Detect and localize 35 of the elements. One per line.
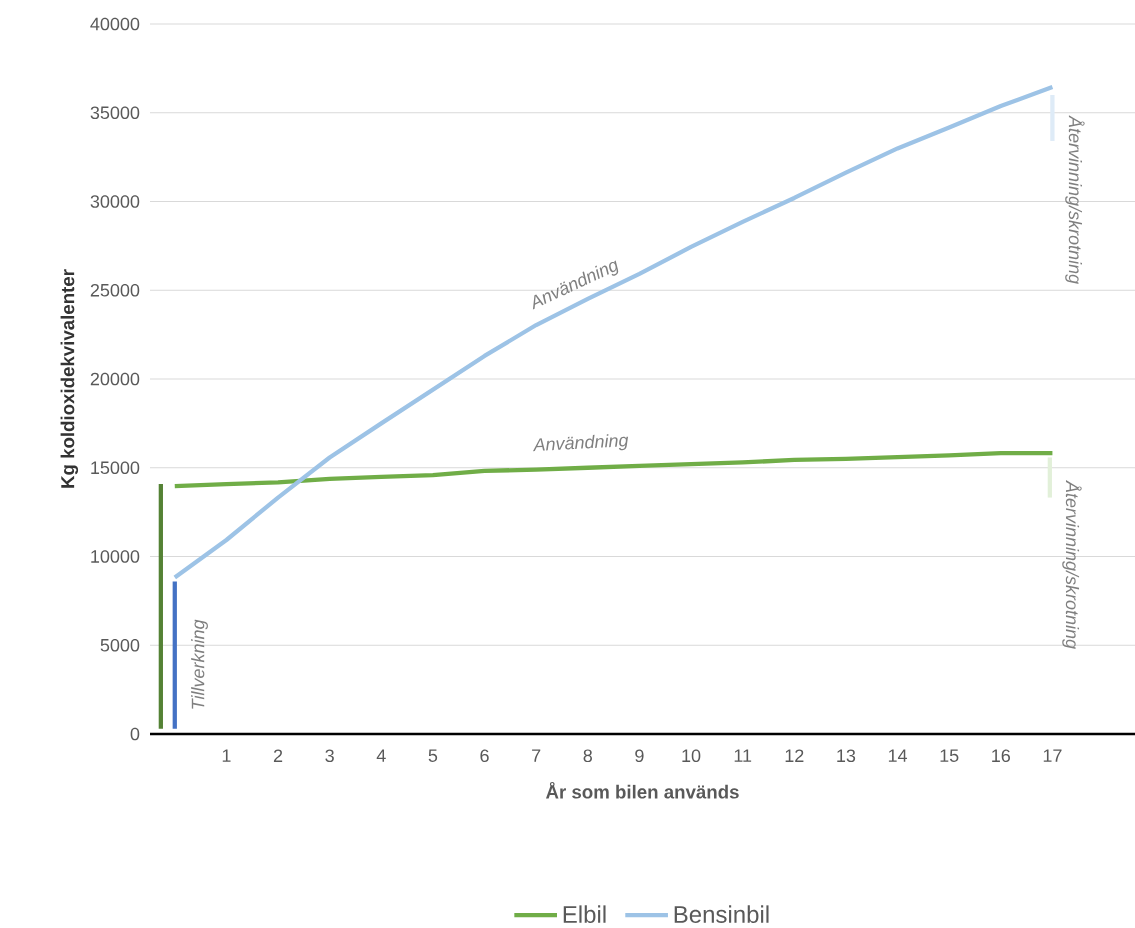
annotation: Återvinning/skrotning	[1062, 480, 1082, 649]
x-tick-label: 8	[583, 749, 592, 763]
legend-label: Elbil	[563, 905, 606, 923]
annotation: Återvinning/skrotning	[1065, 115, 1085, 284]
x-tick-label: 9	[635, 749, 644, 763]
x-tick-label: 6	[480, 749, 489, 763]
x-tick-label: 14	[888, 749, 908, 762]
y-tick-label: 25000	[90, 283, 140, 297]
x-tick-label: 17	[1043, 749, 1062, 762]
y-tick-label: 15000	[91, 461, 140, 475]
annotation: Användning	[532, 434, 629, 452]
y-tick-label: 5000	[100, 638, 140, 652]
y-tick-label: 10000	[91, 550, 140, 563]
y-tick-label: 40000	[90, 17, 140, 31]
x-tick-label: 12	[785, 749, 804, 762]
x-tick-label: 1	[222, 749, 231, 762]
y-tick-label: 20000	[90, 372, 140, 386]
annotation: Tillverkning	[191, 619, 208, 709]
x-axis-title: År som bilen används	[545, 781, 739, 799]
y-tick-label: 30000	[90, 195, 140, 208]
x-tick-label: 5	[428, 749, 438, 762]
y-axis-title: Kg koldioxidekvivalenter	[60, 269, 79, 488]
x-tick-label: 11	[734, 749, 752, 762]
x-tick-label: 7	[532, 749, 541, 762]
x-tick-label: 16	[992, 749, 1011, 763]
x-tick-label: 15	[940, 749, 959, 762]
x-tick-label: 10	[682, 749, 701, 763]
y-tick-label: 35000	[90, 106, 140, 120]
legend-label: Bensinbil	[674, 905, 769, 923]
y-tick-label: 0	[130, 727, 140, 741]
line-series	[172, 450, 1055, 489]
x-tick-label: 4	[376, 749, 386, 762]
x-tick-label: 13	[837, 749, 856, 763]
x-tick-label: 2	[273, 749, 283, 762]
x-tick-label: 3	[325, 749, 334, 763]
